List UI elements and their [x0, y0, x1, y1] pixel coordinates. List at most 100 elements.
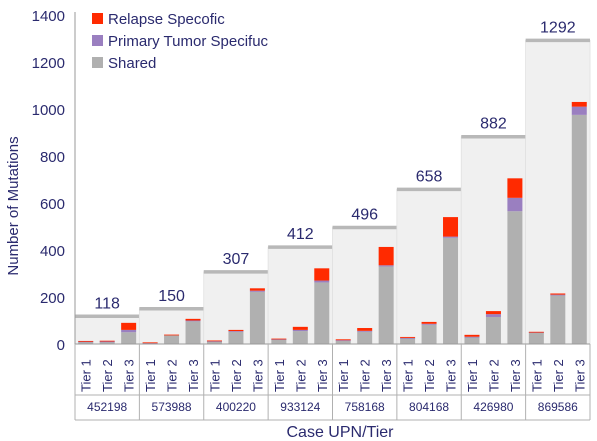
bar-segment-shared	[142, 342, 158, 344]
y-tick-label: 0	[57, 337, 65, 354]
tier-label: Tier 2	[229, 359, 244, 392]
bars	[78, 101, 587, 344]
tier-label: Tier 3	[122, 359, 137, 392]
bar-segment-primary	[78, 341, 94, 343]
bar-segment-relapse	[550, 293, 566, 295]
bar-segment-primary	[292, 329, 308, 332]
y-tick-label: 600	[40, 196, 65, 213]
group-total-label: 882	[480, 116, 507, 133]
bar-segment-shared	[271, 339, 287, 344]
case-label: 400220	[216, 400, 256, 414]
bar-segment-primary	[249, 290, 265, 292]
group-total-label: 1292	[540, 19, 576, 36]
legend-label: Primary Tumor Specifuc	[108, 33, 269, 50]
bar-segment-relapse	[228, 329, 244, 332]
bar-segment-primary	[485, 314, 501, 317]
bar-segment-primary	[378, 265, 394, 267]
bar-segment-relapse	[206, 340, 222, 342]
x-axis: Tier 1 Tier 2 Tier 3 452198 Tier 1 Tier 2 Tier…	[74, 343, 591, 421]
bar-segment-shared	[206, 341, 222, 344]
bar-segment-shared	[550, 295, 566, 344]
bar-segment-relapse	[335, 339, 351, 341]
y-tick-label: 800	[40, 149, 65, 166]
bar-segment-relapse	[571, 101, 587, 107]
bar-segment-relapse	[378, 246, 394, 266]
bar-segment-relapse	[142, 342, 158, 344]
legend-swatch	[92, 13, 103, 24]
tier-label: Tier 2	[165, 359, 180, 392]
tier-label: Tier 3	[315, 359, 330, 392]
tier-label: Tier 2	[422, 359, 437, 392]
tier-label: Tier 3	[508, 359, 523, 392]
bar-segment-primary	[121, 329, 137, 333]
bar-segment-primary	[400, 337, 416, 339]
bar-segment-primary	[185, 320, 201, 322]
case-label: 869586	[538, 400, 578, 414]
bar-segment-shared	[357, 331, 373, 344]
bar-segment-shared	[228, 331, 244, 344]
bar-segment-relapse	[421, 321, 437, 324]
bar-segment-shared	[464, 337, 480, 344]
case-label: 933124	[280, 400, 320, 414]
y-axis-title: Number of Mutations	[5, 136, 22, 275]
bar-segment-relapse	[485, 311, 501, 315]
tier-label: Tier 3	[379, 359, 394, 392]
bar-segment-shared	[121, 332, 137, 344]
bar-segment-primary	[507, 197, 523, 212]
bar-segment-primary	[464, 336, 480, 338]
bar-segment-shared	[400, 338, 416, 344]
bar-segment-relapse	[271, 338, 287, 340]
legend-swatch	[92, 57, 103, 68]
bar-segment-primary	[228, 331, 244, 332]
tier-label: Tier 1	[529, 359, 544, 392]
bar-segment-relapse	[164, 334, 180, 336]
bar-segment-shared	[485, 316, 501, 344]
tier-label: Tier 1	[272, 359, 287, 392]
case-label: 573988	[152, 400, 192, 414]
tier-label: Tier 2	[100, 359, 115, 392]
case-label: 758168	[345, 400, 385, 414]
bar-segment-relapse	[121, 322, 137, 330]
group-totals: 118 150 307 412 496 658 882 1292	[94, 19, 575, 312]
bar-segment-relapse	[400, 336, 416, 338]
tier-label: Tier 3	[186, 359, 201, 392]
tier-label: Tier 2	[551, 359, 566, 392]
group-total-label: 496	[351, 206, 378, 223]
tier-label: Tier 1	[465, 359, 480, 392]
bar-segment-primary	[271, 339, 287, 340]
bar-segment-shared	[164, 335, 180, 344]
tier-label: Tier 3	[572, 359, 587, 392]
tier-label: Tier 1	[401, 359, 416, 392]
bar-segment-primary	[443, 236, 459, 238]
tier-label: Tier 2	[358, 359, 373, 392]
legend-swatch	[92, 35, 103, 46]
legend-label: Shared	[108, 55, 156, 72]
bar-segment-shared	[335, 340, 351, 344]
bar-segment-primary	[99, 341, 115, 343]
bar-segment-relapse	[464, 334, 480, 337]
bar-segment-shared	[99, 341, 115, 344]
bar-segment-relapse	[99, 340, 115, 342]
bar-segment-shared	[292, 331, 308, 344]
y-axis: 0 200 400 600 800 1000 1200 1400	[32, 8, 76, 354]
tier-label: Tier 1	[79, 359, 94, 392]
group-total-label: 307	[223, 251, 250, 268]
bar-segment-shared	[185, 321, 201, 344]
bar-segment-primary	[314, 280, 330, 283]
bar-segment-relapse	[249, 288, 265, 291]
group-total-label: 658	[416, 168, 443, 185]
legend: Relapse Specofic Primary Tumor Specifuc Sh…	[92, 11, 269, 72]
bar-segment-shared	[78, 341, 94, 344]
case-label: 452198	[87, 400, 127, 414]
case-label: 426980	[473, 400, 513, 414]
bar-segment-primary	[550, 294, 566, 296]
bar-segment-primary	[421, 323, 437, 325]
bar-segment-shared	[421, 324, 437, 344]
legend-label: Relapse Specofic	[108, 11, 225, 28]
y-tick-label: 1400	[32, 8, 65, 25]
bar-segment-shared	[507, 211, 523, 344]
group-total-label: 150	[158, 288, 185, 305]
tier-label: Tier 1	[336, 359, 351, 392]
bar-segment-relapse	[507, 178, 523, 198]
